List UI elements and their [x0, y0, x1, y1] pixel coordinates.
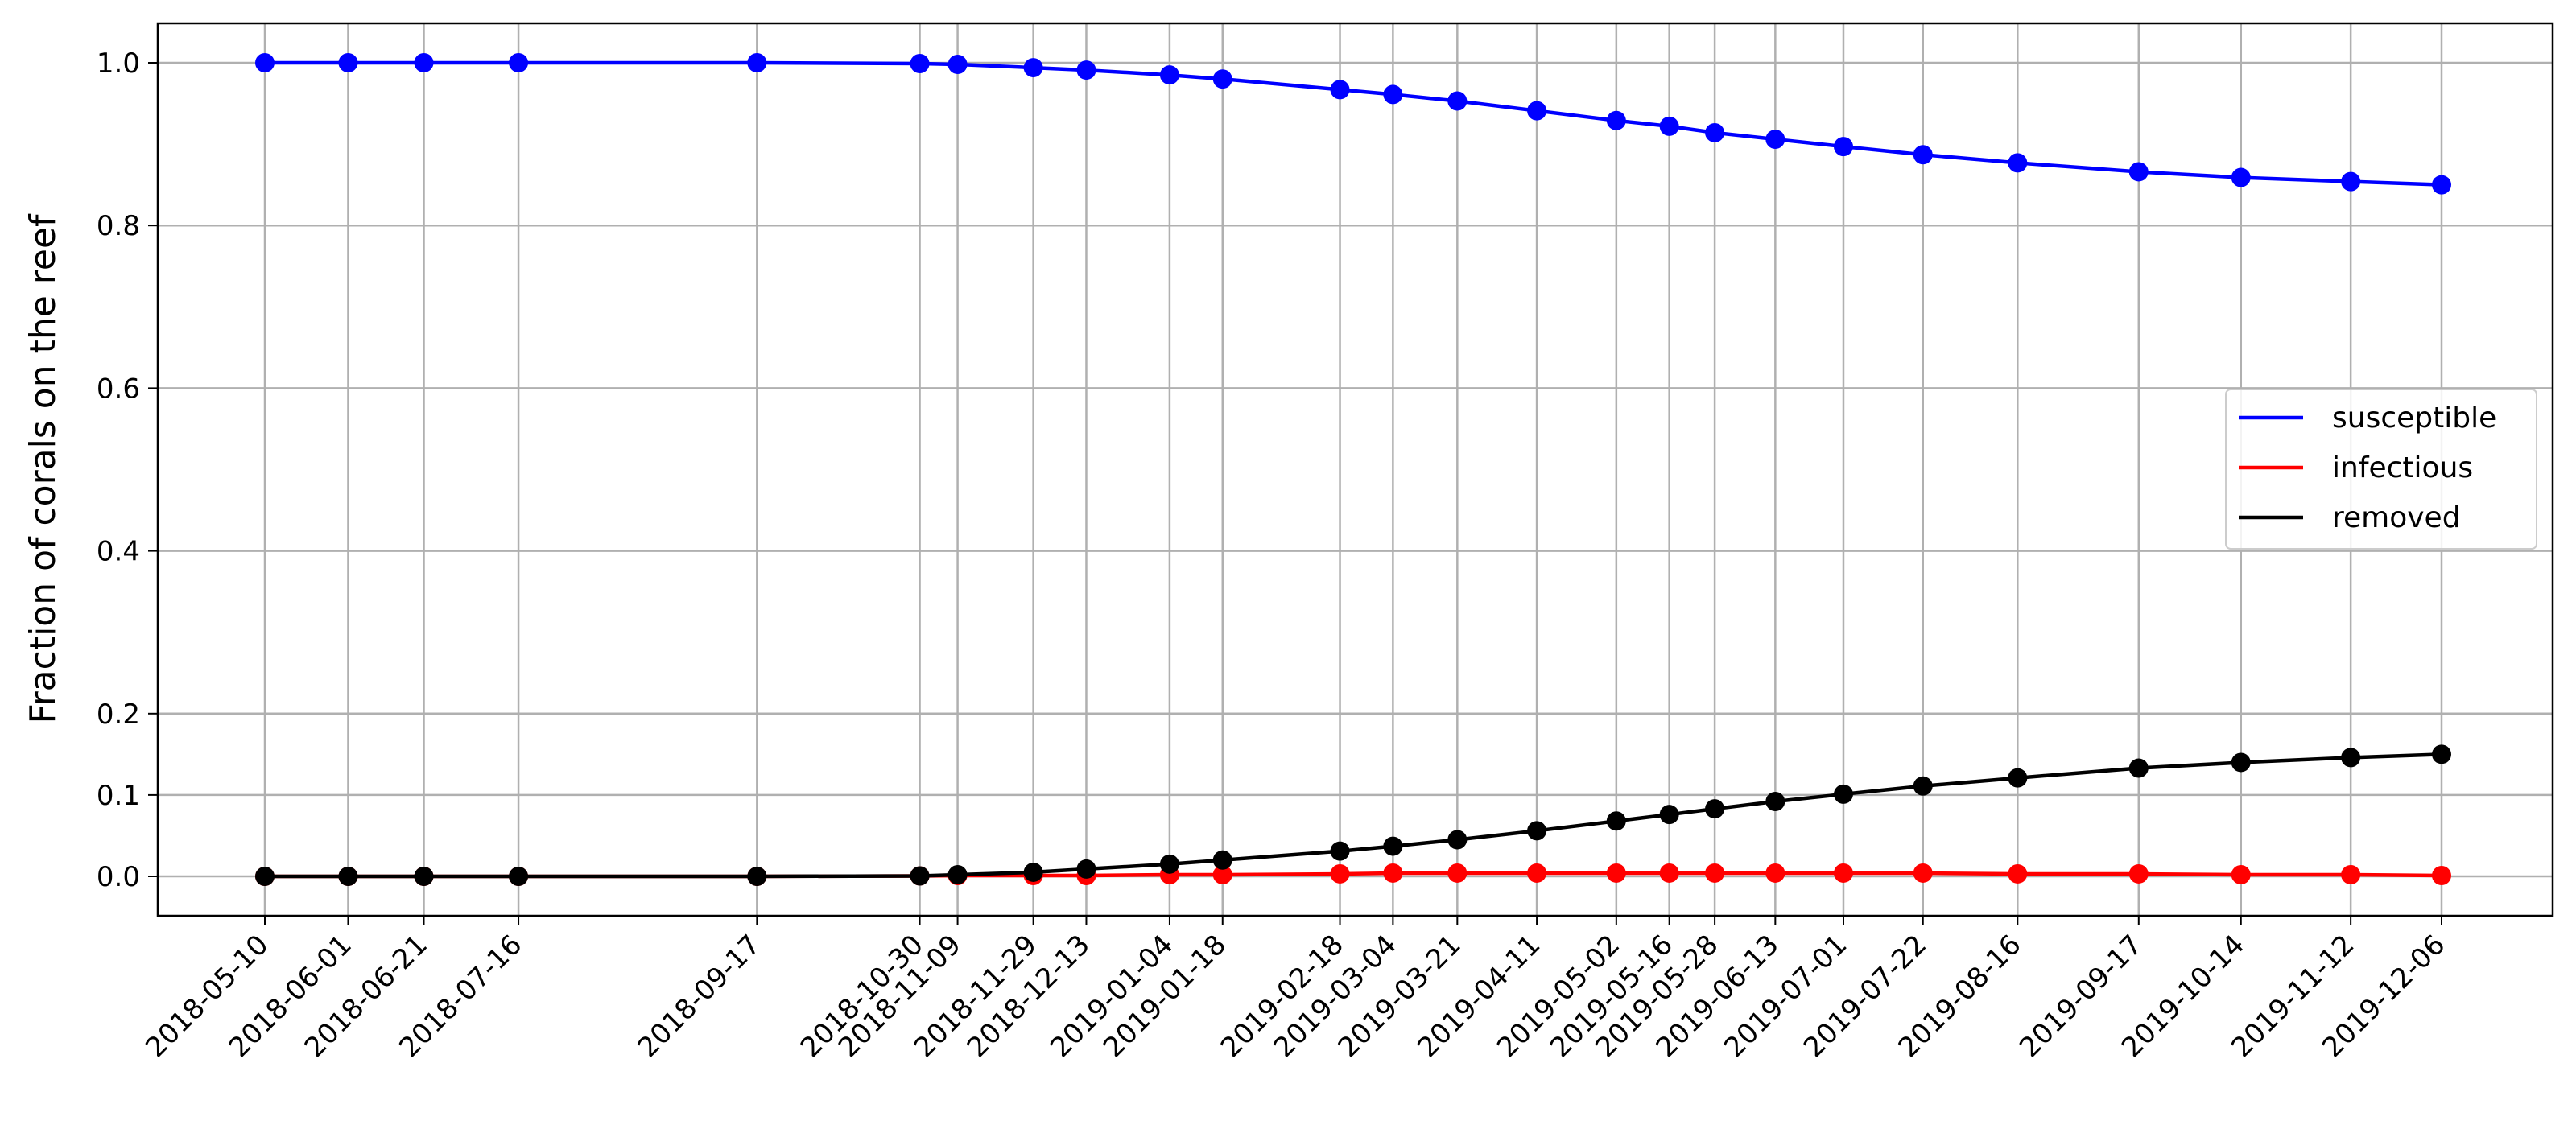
data-point-susceptible [1212, 69, 1232, 89]
data-point-removed [1765, 791, 1785, 811]
data-point-infectious [1659, 863, 1679, 883]
data-point-infectious [1833, 863, 1853, 883]
y-axis-label: Fraction of corals on the reef [23, 213, 64, 724]
data-point-infectious [1527, 863, 1547, 883]
data-point-removed [1606, 811, 1626, 831]
data-point-removed [1913, 776, 1933, 796]
data-point-removed [1023, 862, 1043, 882]
data-point-removed [1447, 830, 1468, 850]
data-point-removed [1527, 821, 1547, 841]
data-point-removed [509, 867, 529, 886]
legend: susceptible infectious removed [2225, 389, 2537, 550]
data-point-removed [1212, 850, 1232, 870]
y-tick-label: 0.1 [97, 780, 140, 812]
data-point-removed [414, 867, 434, 886]
data-point-susceptible [1447, 91, 1468, 111]
series-line-removed [265, 752, 2442, 879]
data-point-susceptible [910, 54, 930, 74]
y-tick-label: 0.2 [97, 698, 140, 731]
data-point-infectious [2008, 863, 2028, 884]
data-point-susceptible [338, 53, 358, 72]
data-point-removed [338, 867, 358, 886]
data-point-infectious [1330, 863, 1350, 884]
data-point-susceptible [1705, 122, 1725, 142]
data-point-removed [1833, 784, 1853, 804]
data-point-infectious [1705, 863, 1725, 883]
data-point-infectious [1765, 863, 1785, 883]
data-point-susceptible [1659, 116, 1679, 136]
data-point-susceptible [1383, 84, 1403, 105]
y-tick-label: 0.0 [97, 861, 140, 893]
data-point-infectious [1212, 864, 1232, 884]
data-point-infectious [2231, 864, 2251, 884]
data-point-susceptible [2231, 167, 2251, 187]
data-point-removed [947, 864, 968, 884]
data-point-removed [1159, 854, 1179, 874]
data-point-susceptible [2432, 175, 2451, 195]
data-point-infectious [2341, 864, 2361, 884]
plot-series [255, 53, 2451, 886]
legend-label-infectious: infectious [2332, 451, 2473, 484]
data-point-susceptible [1913, 145, 1933, 165]
data-point-susceptible [1076, 60, 1096, 80]
data-point-removed [2008, 768, 2028, 788]
data-point-removed [2432, 744, 2451, 764]
data-point-susceptible [2128, 162, 2149, 182]
data-point-removed [1076, 859, 1096, 879]
data-point-removed [1383, 836, 1403, 856]
data-point-removed [2341, 748, 2361, 768]
data-point-removed [255, 867, 275, 886]
data-point-susceptible [947, 55, 968, 75]
legend-box [2225, 389, 2537, 550]
data-point-susceptible [1330, 80, 1350, 100]
data-point-removed [1659, 805, 1679, 825]
data-point-susceptible [1833, 137, 1853, 157]
data-point-removed [2128, 758, 2149, 778]
data-point-infectious [1913, 863, 1933, 883]
data-point-removed [2231, 752, 2251, 773]
data-point-susceptible [1527, 101, 1547, 121]
y-tick-label: 0.8 [97, 210, 140, 242]
data-point-removed [910, 866, 930, 886]
y-tick-label: 1.0 [97, 47, 140, 80]
y-tick-label: 0.6 [97, 373, 140, 405]
y-tick-label: 0.4 [97, 536, 140, 568]
data-point-susceptible [509, 53, 529, 72]
grid [158, 23, 2553, 916]
data-point-susceptible [414, 53, 434, 72]
legend-label-susceptible: susceptible [2332, 402, 2496, 435]
data-point-susceptible [1159, 65, 1179, 85]
data-point-infectious [2128, 863, 2149, 884]
series-line-susceptible [265, 60, 2442, 187]
data-point-susceptible [255, 53, 275, 72]
legend-label-removed: removed [2332, 501, 2461, 534]
data-point-susceptible [1023, 58, 1043, 78]
data-point-susceptible [1606, 110, 1626, 130]
data-point-removed [747, 867, 767, 886]
data-point-removed [1330, 841, 1350, 861]
data-point-infectious [1383, 863, 1403, 883]
data-point-susceptible [2008, 153, 2028, 173]
data-point-infectious [2432, 865, 2451, 885]
data-point-susceptible [1765, 130, 1785, 150]
data-point-susceptible [2341, 171, 2361, 192]
data-point-infectious [1606, 863, 1626, 883]
data-point-infectious [1447, 863, 1468, 883]
y-axis: 0.0 0.1 0.2 0.4 0.6 0.8 1.0 [97, 47, 158, 893]
plot-frame [156, 22, 2554, 917]
data-point-removed [1705, 799, 1725, 819]
data-point-susceptible [747, 53, 767, 72]
